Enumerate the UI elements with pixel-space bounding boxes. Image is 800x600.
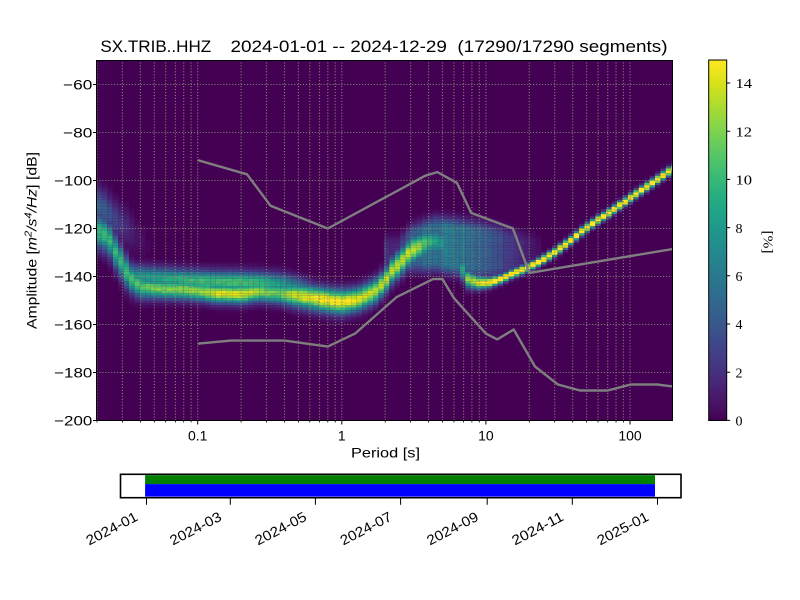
svg-text:10: 10 xyxy=(478,427,494,443)
svg-text:−160: −160 xyxy=(54,317,92,333)
svg-text:8: 8 xyxy=(736,222,743,237)
svg-text:1: 1 xyxy=(338,427,346,443)
svg-text:0.1: 0.1 xyxy=(188,427,208,443)
svg-text:Amplitude [m2/s4/Hz] [dB]: Amplitude [m2/s4/Hz] [dB] xyxy=(23,152,40,329)
svg-text:4: 4 xyxy=(736,318,743,333)
svg-text:−60: −60 xyxy=(63,77,93,93)
svg-text:[%]: [%] xyxy=(760,231,775,254)
svg-text:−100: −100 xyxy=(54,173,92,189)
svg-text:100: 100 xyxy=(618,427,642,443)
svg-text:12: 12 xyxy=(736,125,753,140)
svg-text:−200: −200 xyxy=(54,413,92,429)
svg-text:6: 6 xyxy=(736,270,743,285)
svg-text:−80: −80 xyxy=(63,125,93,141)
svg-text:14: 14 xyxy=(736,77,753,92)
svg-text:−140: −140 xyxy=(54,269,92,285)
svg-text:−120: −120 xyxy=(54,221,92,237)
svg-text:Period [s]: Period [s] xyxy=(351,445,420,461)
svg-text:SX.TRIB..HHZ: SX.TRIB..HHZ xyxy=(100,37,211,56)
svg-text:2024-01-01 -- 2024-12-29 (172: 2024-01-01 -- 2024-12-29 (17290/17290 se… xyxy=(231,37,668,56)
svg-text:2: 2 xyxy=(736,366,743,381)
svg-text:10: 10 xyxy=(736,174,753,189)
svg-text:0: 0 xyxy=(736,415,743,430)
svg-text:−180: −180 xyxy=(54,365,92,381)
